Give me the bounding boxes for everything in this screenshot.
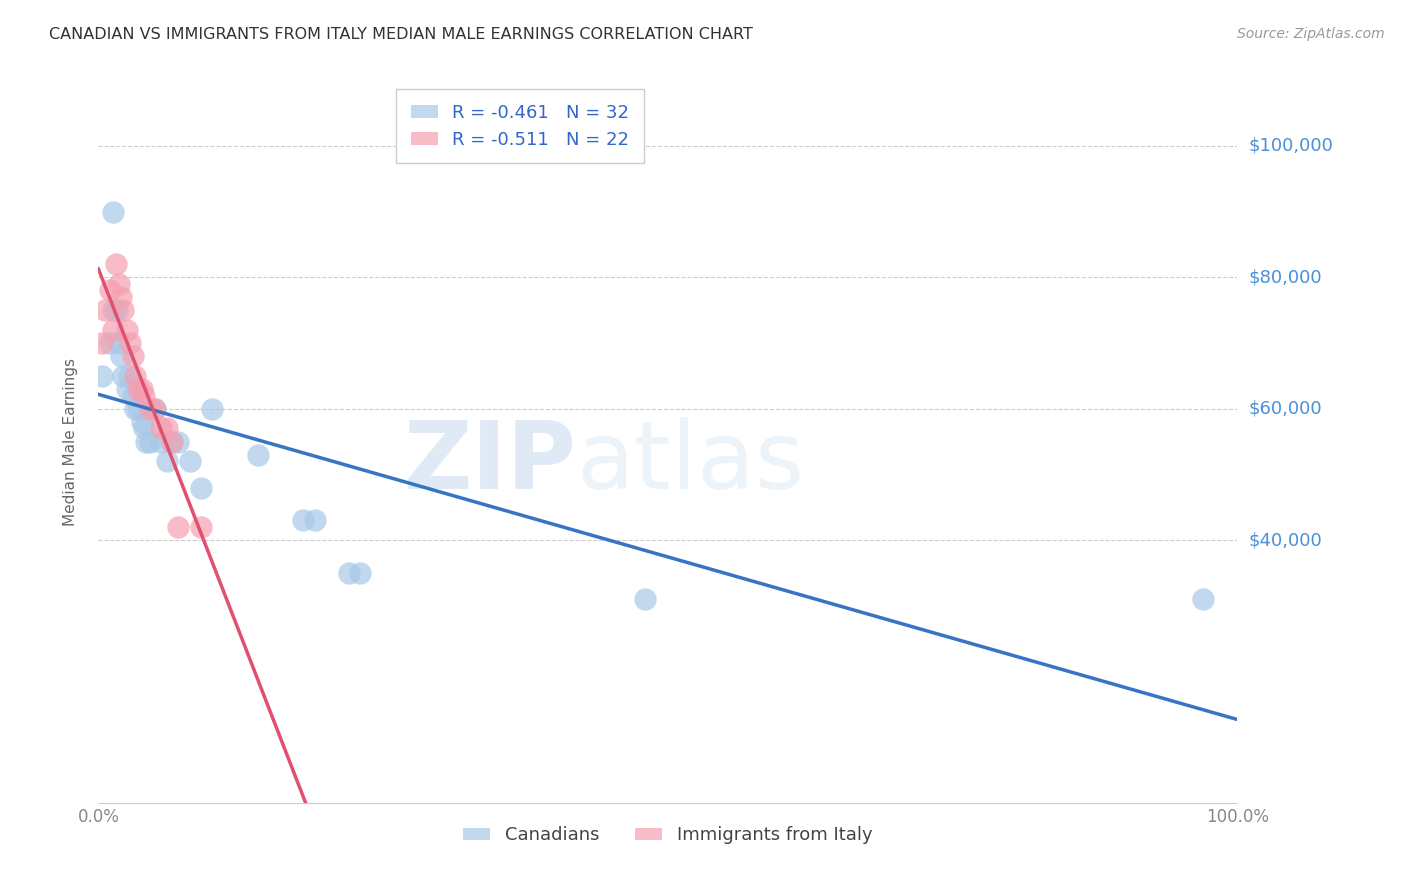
Point <box>118 368 141 383</box>
Point <box>337 566 360 580</box>
Point <box>90 368 112 383</box>
Point <box>115 382 138 396</box>
Point <box>127 401 149 416</box>
Point <box>131 382 153 396</box>
Y-axis label: Median Male Earnings: Median Male Earnings <box>63 358 77 525</box>
Point <box>108 336 131 351</box>
Point <box>138 434 160 449</box>
Point <box>145 401 167 416</box>
Point <box>94 303 117 318</box>
Point <box>120 336 142 351</box>
Point <box>162 434 184 449</box>
Point <box>124 401 146 416</box>
Point <box>145 401 167 416</box>
Point <box>156 454 179 468</box>
Point <box>127 382 149 396</box>
Point <box>121 388 143 402</box>
Point <box>121 349 143 363</box>
Point <box>98 284 121 298</box>
Point <box>103 303 125 318</box>
Point <box>201 401 224 416</box>
Point <box>112 368 135 383</box>
Text: atlas: atlas <box>576 417 806 509</box>
Point <box>349 566 371 580</box>
Point <box>634 592 657 607</box>
Point <box>108 277 131 291</box>
Point <box>246 448 269 462</box>
Point <box>132 388 155 402</box>
Point <box>167 520 190 534</box>
Point <box>190 481 212 495</box>
Point <box>162 434 184 449</box>
Point <box>138 401 160 416</box>
Legend: Canadians, Immigrants from Italy: Canadians, Immigrants from Italy <box>456 819 880 852</box>
Point <box>132 421 155 435</box>
Point <box>150 434 173 449</box>
Point <box>105 303 128 318</box>
Point <box>98 336 121 351</box>
Point <box>103 323 125 337</box>
Point <box>90 336 112 351</box>
Point <box>115 323 138 337</box>
Text: $100,000: $100,000 <box>1249 137 1333 155</box>
Point <box>112 303 135 318</box>
Text: $40,000: $40,000 <box>1249 531 1322 549</box>
Point <box>135 434 157 449</box>
Point <box>103 204 125 219</box>
Point <box>104 257 127 271</box>
Point <box>167 434 190 449</box>
Point <box>190 520 212 534</box>
Point <box>1192 592 1215 607</box>
Point <box>110 349 132 363</box>
Text: $60,000: $60,000 <box>1249 400 1322 417</box>
Point <box>150 421 173 435</box>
Text: $80,000: $80,000 <box>1249 268 1322 286</box>
Point <box>124 368 146 383</box>
Point <box>179 454 201 468</box>
Point <box>304 513 326 527</box>
Point <box>156 421 179 435</box>
Point <box>131 415 153 429</box>
Point <box>110 290 132 304</box>
Point <box>292 513 315 527</box>
Text: Source: ZipAtlas.com: Source: ZipAtlas.com <box>1237 27 1385 41</box>
Text: ZIP: ZIP <box>404 417 576 509</box>
Text: CANADIAN VS IMMIGRANTS FROM ITALY MEDIAN MALE EARNINGS CORRELATION CHART: CANADIAN VS IMMIGRANTS FROM ITALY MEDIAN… <box>49 27 754 42</box>
